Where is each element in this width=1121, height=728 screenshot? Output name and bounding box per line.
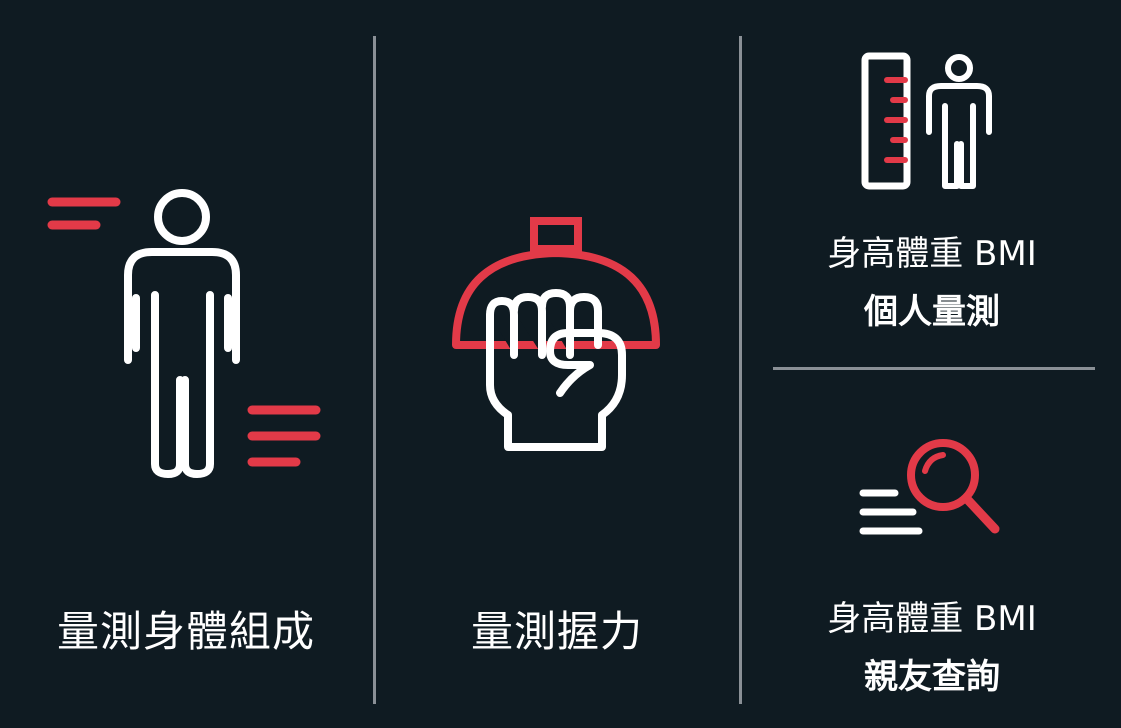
friend-bmi-tile[interactable]: 身高體重 BMI 親友查詢 bbox=[743, 371, 1121, 728]
personal-bmi-tile[interactable]: 身高體重 BMI 個人量測 bbox=[743, 0, 1121, 366]
body-composition-tile[interactable]: 量測身體組成 bbox=[0, 0, 372, 728]
friend-bmi-text: 身高體重 BMI 親友查詢 bbox=[743, 591, 1121, 701]
personal-bmi-line1: 身高體重 BMI bbox=[827, 234, 1037, 274]
grip-strength-label: 量測握力 bbox=[470, 607, 643, 656]
divider-right bbox=[739, 36, 742, 704]
search-magnifier-icon bbox=[859, 439, 1000, 535]
friend-bmi-line1: 身高體重 BMI bbox=[827, 599, 1037, 639]
divider-horizontal bbox=[773, 367, 1095, 370]
ruler-person-icon bbox=[861, 52, 992, 190]
personal-bmi-text: 身高體重 BMI 個人量測 bbox=[743, 226, 1121, 336]
friend-bmi-line2: 親友查詢 bbox=[864, 657, 1000, 697]
divider-left bbox=[373, 36, 376, 704]
fist-grip-icon bbox=[452, 217, 660, 451]
personal-bmi-line2: 個人量測 bbox=[864, 292, 1000, 332]
body-composition-label: 量測身體組成 bbox=[56, 607, 315, 656]
grip-strength-tile[interactable]: 量測握力 bbox=[376, 0, 738, 728]
person-motion-icon bbox=[47, 189, 321, 479]
